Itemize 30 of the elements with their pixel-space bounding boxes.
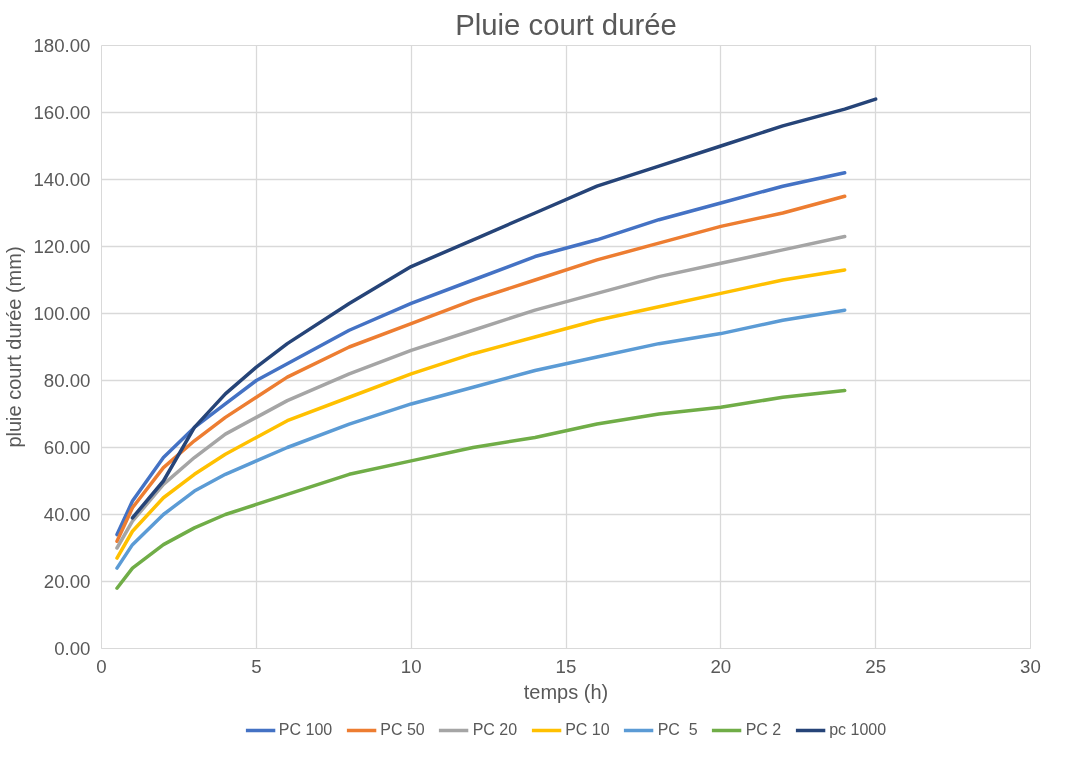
legend-label: PC 20 [472, 721, 518, 739]
y-tick-label: 180.00 [33, 35, 91, 56]
line-series [130, 97, 878, 520]
y-tick-label: 160.00 [33, 102, 91, 123]
y-tick-label: 0.00 [54, 638, 91, 659]
y-tick-label: 60.00 [43, 437, 91, 458]
legend-label: PC 10 [565, 721, 610, 739]
legend-label: PC 50 [380, 721, 425, 739]
legend-label: PC 5 [657, 721, 698, 739]
x-tick-label: 15 [555, 655, 577, 677]
x-tick-label: 20 [710, 655, 732, 677]
line-series [115, 308, 847, 570]
x-tick-label: 30 [1020, 655, 1041, 677]
x-tick-label: 25 [865, 655, 887, 677]
y-tick-label: 100.00 [33, 303, 91, 324]
y-tick-label: 40.00 [43, 504, 91, 525]
y-tick-label: 20.00 [43, 571, 91, 592]
x-tick-label: 0 [96, 655, 107, 677]
x-axis-title: temps (h) [523, 680, 609, 703]
chart-title: Pluie court durée [455, 7, 677, 41]
x-tick-label: 5 [251, 655, 262, 677]
y-axis-title: pluie court durée (mm) [3, 246, 26, 448]
legend-label: pc 1000 [829, 721, 887, 739]
legend-label: PC 2 [745, 721, 782, 739]
y-tick-label: 80.00 [43, 370, 91, 391]
legend-label: PC 100 [278, 721, 333, 739]
line-series [115, 388, 847, 590]
y-tick-label: 140.00 [33, 169, 91, 190]
y-tick-label: 120.00 [33, 236, 91, 257]
x-tick-label: 10 [400, 655, 422, 677]
